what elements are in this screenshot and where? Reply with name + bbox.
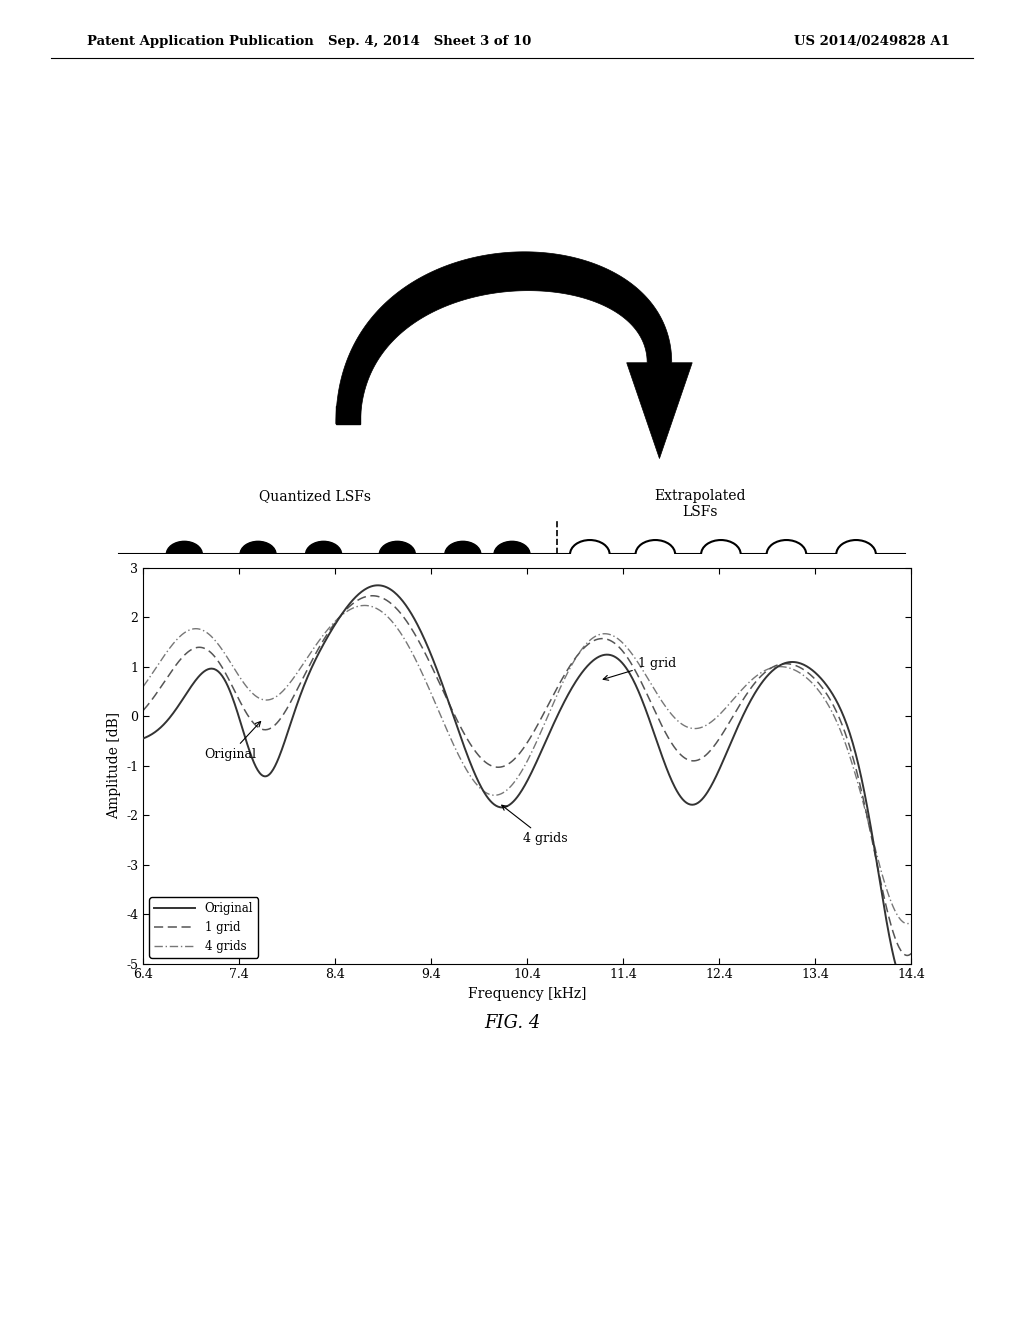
Original <box>800 657 812 673</box>
Ellipse shape <box>166 541 203 568</box>
4 grids <box>358 598 371 614</box>
Text: Extrapolated
LSFs: Extrapolated LSFs <box>654 490 746 519</box>
Ellipse shape <box>444 541 481 568</box>
1 grid <box>800 663 812 678</box>
Ellipse shape <box>494 541 530 568</box>
1 grid <box>184 643 197 659</box>
Original <box>372 577 384 593</box>
Text: Sep. 4, 2014   Sheet 3 of 10: Sep. 4, 2014 Sheet 3 of 10 <box>329 34 531 48</box>
1 grid <box>584 635 596 651</box>
1 grid <box>901 948 913 964</box>
Text: FIG. 4: FIG. 4 <box>483 1014 541 1032</box>
4 grids <box>628 648 640 664</box>
Original <box>905 977 918 993</box>
Original <box>721 744 733 760</box>
Ellipse shape <box>305 541 342 568</box>
1 grid <box>721 719 733 735</box>
Text: Quantized LSFs: Quantized LSFs <box>259 490 372 503</box>
Ellipse shape <box>636 540 675 569</box>
4 grids <box>800 669 812 685</box>
Text: Patent Application Publication: Patent Application Publication <box>87 34 313 48</box>
Polygon shape <box>336 407 360 424</box>
1 grid <box>604 632 616 648</box>
Original <box>184 680 197 696</box>
Text: US 2014/0249828 A1: US 2014/0249828 A1 <box>794 34 949 48</box>
Text: 4 grids: 4 grids <box>502 805 567 845</box>
4 grids <box>137 678 150 694</box>
1 grid <box>137 702 150 718</box>
Original <box>604 647 616 663</box>
Ellipse shape <box>701 540 740 569</box>
Original <box>137 730 150 746</box>
4 grids <box>901 916 913 932</box>
Ellipse shape <box>837 540 876 569</box>
Original <box>584 655 596 671</box>
Ellipse shape <box>570 540 609 569</box>
X-axis label: Frequency [kHz]: Frequency [kHz] <box>468 987 587 1001</box>
1 grid <box>366 587 378 603</box>
Polygon shape <box>336 252 692 458</box>
1 grid <box>628 660 640 676</box>
Text: 1 grid: 1 grid <box>603 656 676 680</box>
4 grids <box>184 622 197 638</box>
4 grids <box>905 915 918 931</box>
Ellipse shape <box>379 541 416 568</box>
Ellipse shape <box>240 541 276 568</box>
4 grids <box>721 698 733 714</box>
Legend: Original, 1 grid, 4 grids: Original, 1 grid, 4 grids <box>150 898 258 958</box>
Y-axis label: Amplitude [dB]: Amplitude [dB] <box>106 711 121 820</box>
Original <box>628 673 640 689</box>
Line: 1 grid: 1 grid <box>143 595 911 956</box>
Text: Original: Original <box>204 722 261 762</box>
Ellipse shape <box>767 540 806 569</box>
Line: 4 grids: 4 grids <box>143 606 911 924</box>
4 grids <box>604 627 616 643</box>
Line: Original: Original <box>143 585 911 987</box>
Original <box>901 979 913 995</box>
Text: FIG. 3: FIG. 3 <box>483 676 541 694</box>
Text: Mirroring
frequency: Mirroring frequency <box>569 602 640 632</box>
1 grid <box>905 945 918 961</box>
4 grids <box>584 632 596 648</box>
